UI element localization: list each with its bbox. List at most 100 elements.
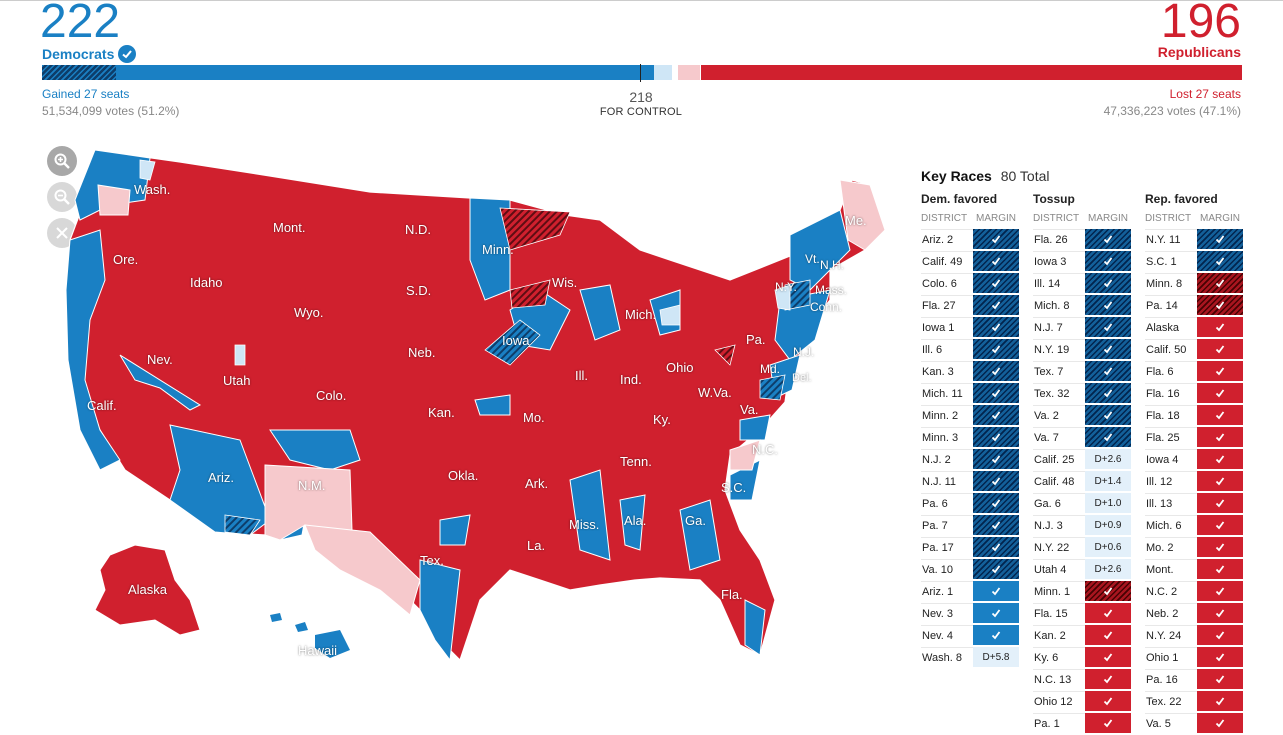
race-row[interactable]: Ill. 12 [1145, 471, 1243, 492]
race-row[interactable]: Calif. 49 [921, 251, 1019, 272]
rep-flipped-districts [499, 207, 736, 366]
race-row[interactable]: Fla. 6 [1145, 361, 1243, 382]
race-district: N.J. 11 [921, 471, 973, 492]
race-row[interactable]: Ariz. 2 [921, 229, 1019, 250]
winner-check-icon [1085, 273, 1131, 293]
race-row[interactable]: Mont. [1145, 559, 1243, 580]
race-row[interactable]: Pa. 7 [921, 515, 1019, 536]
race-row[interactable]: Minn. 3 [921, 427, 1019, 448]
race-row[interactable]: Ky. 6 [1033, 647, 1131, 668]
winner-check-icon [1197, 515, 1243, 535]
race-row[interactable]: Mich. 8 [1033, 295, 1131, 316]
winner-check-icon [1197, 295, 1243, 315]
race-row[interactable]: Ohio 1 [1145, 647, 1243, 668]
race-row[interactable]: N.J. 7 [1033, 317, 1131, 338]
race-row[interactable]: Nev. 4 [921, 625, 1019, 646]
race-district: Mich. 8 [1033, 295, 1085, 316]
race-row[interactable]: Minn. 8 [1145, 273, 1243, 294]
winner-check-icon [1197, 251, 1243, 271]
race-row[interactable]: Alaska [1145, 317, 1243, 338]
race-row[interactable]: Colo. 6 [921, 273, 1019, 294]
race-row[interactable]: Fla. 27 [921, 295, 1019, 316]
race-row[interactable]: N.Y. 24 [1145, 625, 1243, 646]
race-row[interactable]: N.Y. 19 [1033, 339, 1131, 360]
race-row[interactable]: Fla. 18 [1145, 405, 1243, 426]
winner-check-icon [1197, 361, 1243, 381]
house-results-map[interactable]: Wash. Mont. N.D. Minn. Me. Ore. Idaho S.… [40, 140, 910, 680]
race-district: Minn. 3 [921, 427, 973, 448]
us-district-map[interactable] [40, 140, 910, 680]
race-row[interactable]: N.Y. 22 D+0.6 [1033, 537, 1131, 558]
zoom-out-icon [54, 189, 70, 205]
race-row[interactable]: Calif. 48 D+1.4 [1033, 471, 1131, 492]
race-row[interactable]: Calif. 25 D+2.6 [1033, 449, 1131, 470]
race-row[interactable]: Va. 10 [921, 559, 1019, 580]
race-row[interactable]: N.J. 11 [921, 471, 1019, 492]
winner-check-icon [973, 537, 1019, 557]
race-district: N.Y. 22 [1033, 537, 1085, 558]
race-district: Pa. 16 [1145, 669, 1197, 690]
race-row[interactable]: Va. 5 [1145, 713, 1243, 734]
race-row[interactable]: N.C. 2 [1145, 581, 1243, 602]
race-district: N.C. 2 [1145, 581, 1197, 602]
race-row[interactable]: Nev. 3 [921, 603, 1019, 624]
zoom-out-button[interactable] [47, 182, 77, 212]
race-district: Fla. 18 [1145, 405, 1197, 426]
winner-check-icon [1085, 647, 1131, 667]
race-row[interactable]: Pa. 6 [921, 493, 1019, 514]
rep-party-label: Republicans [1157, 44, 1241, 60]
race-row[interactable]: Fla. 25 [1145, 427, 1243, 448]
race-district: Minn. 1 [1033, 581, 1085, 602]
winner-check-icon [973, 581, 1019, 601]
race-row[interactable]: Pa. 17 [921, 537, 1019, 558]
race-row[interactable]: Tex. 32 [1033, 383, 1131, 404]
race-row[interactable]: Mich. 6 [1145, 515, 1243, 536]
race-row[interactable]: Iowa 3 [1033, 251, 1131, 272]
race-row[interactable]: N.J. 3 D+0.9 [1033, 515, 1131, 536]
race-row[interactable]: Pa. 16 [1145, 669, 1243, 690]
race-district: Mont. [1145, 559, 1197, 580]
race-district: Ill. 6 [921, 339, 973, 360]
race-row[interactable]: Ga. 6 D+1.0 [1033, 493, 1131, 514]
race-row[interactable]: Va. 2 [1033, 405, 1131, 426]
zoom-in-button[interactable] [47, 146, 77, 176]
race-row[interactable]: Fla. 15 [1033, 603, 1131, 624]
race-row[interactable]: Mich. 11 [921, 383, 1019, 404]
race-row[interactable]: Neb. 2 [1145, 603, 1243, 624]
race-row[interactable]: Pa. 1 [1033, 713, 1131, 734]
race-row[interactable]: N.J. 2 [921, 449, 1019, 470]
race-row[interactable]: Va. 7 [1033, 427, 1131, 448]
race-row[interactable]: Calif. 50 [1145, 339, 1243, 360]
dem-vote-total: 51,534,099 votes (51.2%) [42, 104, 180, 118]
race-row[interactable]: S.C. 1 [1145, 251, 1243, 272]
race-district: Neb. 2 [1145, 603, 1197, 624]
race-row[interactable]: Kan. 3 [921, 361, 1019, 382]
race-row[interactable]: Tex. 22 [1145, 691, 1243, 712]
race-row[interactable]: Ariz. 1 [921, 581, 1019, 602]
race-row[interactable]: Wash. 8 D+5.8 [921, 647, 1019, 668]
race-row[interactable]: Ill. 13 [1145, 493, 1243, 514]
race-row[interactable]: N.C. 13 [1033, 669, 1131, 690]
race-row[interactable]: Minn. 1 [1033, 581, 1131, 602]
race-row[interactable]: Ohio 12 [1033, 691, 1131, 712]
winner-check-icon [1197, 383, 1243, 403]
race-row[interactable]: Fla. 16 [1145, 383, 1243, 404]
winner-check-icon [973, 515, 1019, 535]
race-row[interactable]: Ill. 6 [921, 339, 1019, 360]
key-races-total: 80 Total [1000, 168, 1050, 184]
race-row[interactable]: Iowa 4 [1145, 449, 1243, 470]
race-row[interactable]: Utah 4 D+2.6 [1033, 559, 1131, 580]
race-row[interactable]: Ill. 14 [1033, 273, 1131, 294]
rep-seat-count: 196 [1160, 0, 1241, 48]
race-row[interactable]: Minn. 2 [921, 405, 1019, 426]
race-district: Kan. 2 [1033, 625, 1085, 646]
winner-check-icon [1197, 537, 1243, 557]
race-row[interactable]: Tex. 7 [1033, 361, 1131, 382]
race-row[interactable]: Iowa 1 [921, 317, 1019, 338]
race-row[interactable]: Pa. 14 [1145, 295, 1243, 316]
race-district: Fla. 25 [1145, 427, 1197, 448]
race-row[interactable]: N.Y. 11 [1145, 229, 1243, 250]
race-row[interactable]: Fla. 26 [1033, 229, 1131, 250]
race-row[interactable]: Kan. 2 [1033, 625, 1131, 646]
race-row[interactable]: Mo. 2 [1145, 537, 1243, 558]
